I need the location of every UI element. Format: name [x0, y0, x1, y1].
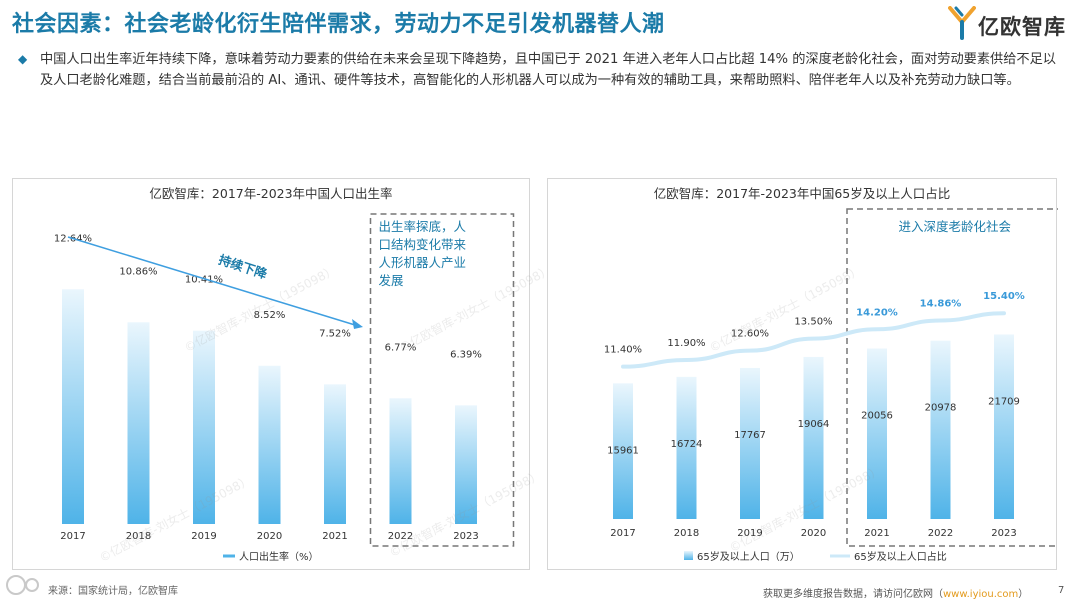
bar-2017	[62, 289, 84, 524]
line-value-label-2021: 14.20%	[856, 307, 898, 318]
bar-2023	[455, 405, 477, 524]
bar-value-label-2022: 20978	[925, 403, 957, 414]
bar-value-label-2020: 19064	[798, 419, 830, 430]
bar-2021	[867, 348, 887, 519]
x-tick-label-2022: 2022	[388, 531, 413, 542]
brand-logo: 亿欧智库	[948, 6, 1073, 40]
bar-value-label-2020: 8.52%	[254, 310, 286, 321]
x-tick-label-2019: 2019	[737, 528, 762, 539]
aging-ratio-line	[621, 311, 1006, 369]
diamond-bullet-icon: ◆	[18, 52, 28, 66]
bar-value-label-2019: 17767	[734, 430, 766, 441]
x-tick-label-2023: 2023	[991, 528, 1016, 539]
annotation-box-text: 人形机器人产业	[379, 255, 467, 270]
trend-arrow-line	[67, 236, 356, 326]
legend-line-label: 65岁及以上人口占比	[854, 550, 947, 563]
line-value-label-2019: 12.60%	[731, 329, 769, 340]
birth-rate-chart: 出生率探底，人口结构变化带来人形机器人产业发展12.64%201710.86%2…	[54, 213, 515, 563]
intro-text: 中国人口出生率近年持续下降，意味着劳动力要素的供给在未来会呈现下降趋势，且中国已…	[40, 52, 1056, 88]
annotation-box-text: 出生率探底，人	[379, 219, 467, 234]
page-title: 社会因素：社会老龄化衍生陪伴需求，劳动力不足引发机器替人潮	[12, 12, 665, 37]
legend-bar-label: 65岁及以上人口（万）	[697, 550, 800, 563]
line-value-label-2020: 13.50%	[794, 317, 832, 328]
bar-2018	[676, 376, 697, 519]
x-tick-label-2021: 2021	[322, 531, 347, 542]
highlight-box	[369, 213, 515, 547]
bar-value-label-2023: 21709	[988, 396, 1020, 407]
source-logo-icon	[6, 575, 39, 595]
aging-chart: 进入深度老龄化社会 15961 2017 16724 2018 17767 2019 1906…	[604, 208, 1058, 563]
footer-link[interactable]: www.iyiou.com	[943, 589, 1019, 600]
trend-annotation: 持续下降	[217, 252, 270, 282]
footer-note-text: 获取更多维度报告数据，请访问亿欧网（	[763, 589, 943, 600]
bar-2022	[930, 340, 951, 519]
line-value-label-2022: 14.86%	[920, 298, 962, 309]
annotation-box-text: 进入深度老龄化社会	[898, 219, 1011, 234]
bar-value-label-2021: 20056	[861, 411, 893, 422]
bar-value-label-2018: 16724	[671, 439, 703, 450]
aging-chart-panel: 亿欧智库：2017年-2023年中国65岁及以上人口占比 进入深度老龄化社会 15…	[547, 178, 1058, 570]
bar-value-label-2021: 7.52%	[319, 328, 351, 339]
bar-2017	[613, 383, 633, 519]
legend-label: 人口出生率（%）	[239, 550, 319, 563]
bar-2023	[994, 334, 1014, 519]
x-tick-label-2018: 2018	[126, 531, 151, 542]
bar-value-label-2023: 6.39%	[450, 349, 482, 360]
bar-2019	[740, 367, 760, 519]
footer-note-close: ）	[1018, 589, 1029, 600]
x-tick-label-2023: 2023	[453, 531, 478, 542]
line-value-label-2023: 15.40%	[983, 291, 1025, 302]
legend-bar-swatch	[684, 551, 693, 560]
birth-rate-chart-panel: 亿欧智库：2017年-2023年中国人口出生率 出生率探底，人 口结构变化带来 人形…	[12, 178, 530, 570]
page-number: 7	[1058, 585, 1065, 596]
bar-value-label-2017: 15961	[607, 445, 639, 456]
annotation-box-text: 发展	[379, 273, 404, 288]
bar-2020	[258, 365, 281, 524]
x-tick-label-2017: 2017	[60, 531, 85, 542]
line-value-label-2017: 11.40%	[604, 345, 642, 356]
bar-value-label-2019: 10.41%	[185, 275, 223, 286]
bar-2022	[389, 398, 412, 524]
trend-arrow-head	[352, 319, 363, 329]
highlight-box	[846, 208, 1058, 547]
x-tick-label-2018: 2018	[674, 528, 699, 539]
aging-chart-title: 亿欧智库：2017年-2023年中国65岁及以上人口占比	[653, 186, 951, 201]
source-text: 来源：国家统计局，亿欧智库	[48, 586, 178, 597]
bar-2018	[127, 322, 150, 524]
x-tick-label-2021: 2021	[864, 528, 889, 539]
bar-2021	[324, 384, 346, 524]
line-value-label-2018: 11.90%	[667, 338, 705, 349]
birth-rate-chart-title: 亿欧智库：2017年-2023年中国人口出生率	[149, 186, 393, 201]
x-tick-label-2019: 2019	[191, 531, 216, 542]
bar-value-label-2018: 10.86%	[119, 266, 157, 277]
x-tick-label-2020: 2020	[801, 528, 826, 539]
bar-value-label-2022: 6.77%	[385, 342, 417, 353]
bar-2020	[803, 356, 824, 519]
x-tick-label-2020: 2020	[257, 531, 282, 542]
x-tick-label-2017: 2017	[610, 528, 635, 539]
intro-paragraph: ◆ 中国人口出生率近年持续下降，意味着劳动力要素的供给在未来会呈现下降趋势，且中…	[18, 50, 1068, 91]
bar-2019	[193, 330, 215, 524]
brand-logo-icon	[948, 6, 976, 40]
footer-note: 获取更多维度报告数据，请访问亿欧网（www.iyiou.com）	[763, 585, 1028, 600]
annotation-box-text: 口结构变化带来	[379, 237, 467, 252]
x-tick-label-2022: 2022	[928, 528, 953, 539]
brand-logo-text: 亿欧智库	[978, 15, 1066, 39]
